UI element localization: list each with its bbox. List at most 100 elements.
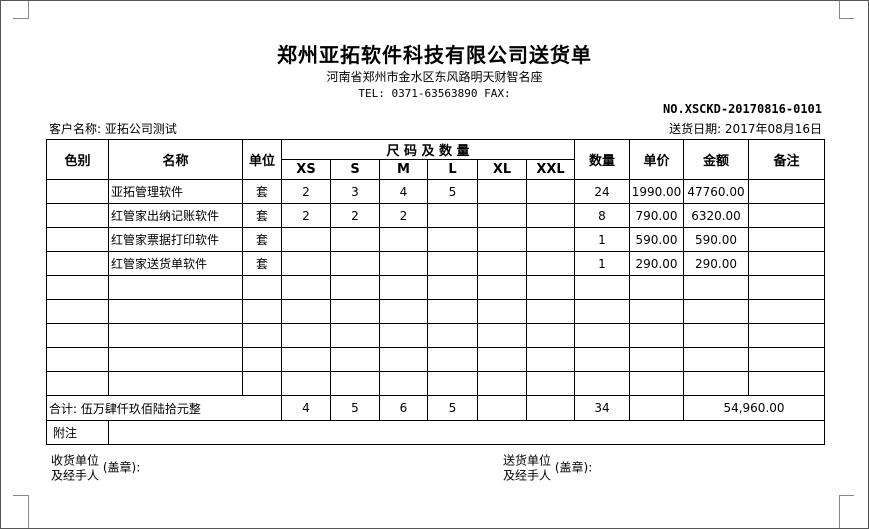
cell-size <box>281 275 331 300</box>
total-row: 合计: 伍万肆仟玖佰陆拾元整 4 5 6 5 34 54,960.00 <box>46 395 825 421</box>
cell-size <box>526 275 575 300</box>
table-row: 红管家票据打印软件套 1 590.00 590.00 <box>46 227 825 252</box>
total-size: 4 <box>281 395 331 421</box>
cell-name <box>108 275 243 300</box>
cell-price: 790.00 <box>629 203 684 228</box>
company-address: 河南省郑州市金水区东风路明天财智名座 <box>326 70 543 84</box>
cell-size <box>330 371 380 396</box>
table-row <box>46 299 825 324</box>
cell-name <box>108 347 243 372</box>
total-label: 合计: 伍万肆仟玖佰陆拾元整 <box>46 395 282 421</box>
corner-mark <box>839 495 840 528</box>
cell-size <box>526 299 575 324</box>
cell-size <box>427 347 478 372</box>
cell-size <box>379 371 428 396</box>
cell-amount: 47760.00 <box>683 179 749 204</box>
sender-line1: 送货单位 <box>503 453 552 468</box>
customer-name: 客户名称: 亚拓公司测试 <box>49 122 177 136</box>
cell-size <box>330 227 380 252</box>
header-size-m: M <box>379 159 428 180</box>
cell-amount <box>683 323 749 348</box>
cell-qty <box>574 299 630 324</box>
header-unit: 单位 <box>242 139 282 180</box>
cell-unit: 套 <box>242 203 282 228</box>
total-size: 5 <box>427 395 478 421</box>
cell-size <box>526 323 575 348</box>
cell-note <box>748 371 825 396</box>
document-title: 郑州亚拓软件科技有限公司送货单 <box>277 43 592 67</box>
cell-size <box>477 203 527 228</box>
cell-note <box>748 347 825 372</box>
corner-mark <box>28 1 29 19</box>
cell-size: 2 <box>281 203 331 228</box>
cell-name: 红管家票据打印软件 <box>108 227 243 252</box>
cell-size <box>427 227 478 252</box>
document-number: NO.XSCKD-20170816-0101 <box>663 102 822 116</box>
sender-line2: 及经手人 <box>503 468 552 482</box>
cell-price <box>629 275 684 300</box>
cell-size <box>281 299 331 324</box>
cell-amount: 290.00 <box>683 251 749 276</box>
corner-mark <box>13 495 28 496</box>
cell-size <box>330 251 380 276</box>
cell-unit: 套 <box>242 227 282 252</box>
cell-size <box>379 347 428 372</box>
cell-price <box>629 299 684 324</box>
cell-size <box>281 347 331 372</box>
cell-size: 5 <box>427 179 478 204</box>
cell-name <box>108 371 243 396</box>
cell-name: 红管家送货单软件 <box>108 251 243 276</box>
receiver-line2: 及经手人 <box>51 468 100 482</box>
cell-color <box>46 371 109 396</box>
total-size: 6 <box>379 395 428 421</box>
delivery-table: 色别 名称 单位 尺 码 及 数 量 数量 单价 金额 备注 XS S M L XL XX… <box>46 139 825 445</box>
cell-size <box>281 251 331 276</box>
cell-size <box>427 251 478 276</box>
cell-size <box>281 323 331 348</box>
cell-amount <box>683 275 749 300</box>
cell-unit <box>242 299 282 324</box>
cell-size <box>477 227 527 252</box>
cell-color <box>46 347 109 372</box>
cell-size: 2 <box>330 203 380 228</box>
cell-size <box>330 299 380 324</box>
cell-name <box>108 323 243 348</box>
table-row: 亚拓管理软件套 2 3 4 5 24 1990.00 47760.00 <box>46 179 825 204</box>
cell-note <box>748 203 825 228</box>
cell-size <box>477 323 527 348</box>
cell-qty: 1 <box>574 251 630 276</box>
cell-size <box>330 275 380 300</box>
total-size: 5 <box>330 395 380 421</box>
cell-size: 4 <box>379 179 428 204</box>
delivery-date: 送货日期: 2017年08月16日 <box>669 122 822 136</box>
cell-size <box>379 275 428 300</box>
header-size-xs: XS <box>281 159 331 180</box>
cell-size <box>526 179 575 204</box>
cell-size <box>330 323 380 348</box>
cell-qty <box>574 371 630 396</box>
cell-size <box>526 227 575 252</box>
total-amount: 54,960.00 <box>683 395 825 421</box>
receiver-line1: 收货单位 <box>51 453 100 468</box>
cell-note <box>748 299 825 324</box>
cell-color <box>46 299 109 324</box>
cell-note <box>748 251 825 276</box>
receiver-seal: (盖章): <box>102 460 141 475</box>
table-row <box>46 323 825 348</box>
cell-size <box>477 275 527 300</box>
cell-color <box>46 203 109 228</box>
receiver-signature: 收货单位 及经手人 (盖章): <box>51 453 141 483</box>
corner-mark <box>839 18 854 19</box>
remark-row: 附注 <box>46 420 825 445</box>
header-name: 名称 <box>108 139 243 180</box>
cell-size <box>477 347 527 372</box>
cell-size <box>379 299 428 324</box>
cell-size <box>330 347 380 372</box>
table-row <box>46 347 825 372</box>
cell-qty: 1 <box>574 227 630 252</box>
cell-color <box>46 179 109 204</box>
remark-field[interactable] <box>108 420 825 445</box>
table-row: 红管家送货单软件套 1 290.00 290.00 <box>46 251 825 276</box>
cell-qty <box>574 323 630 348</box>
